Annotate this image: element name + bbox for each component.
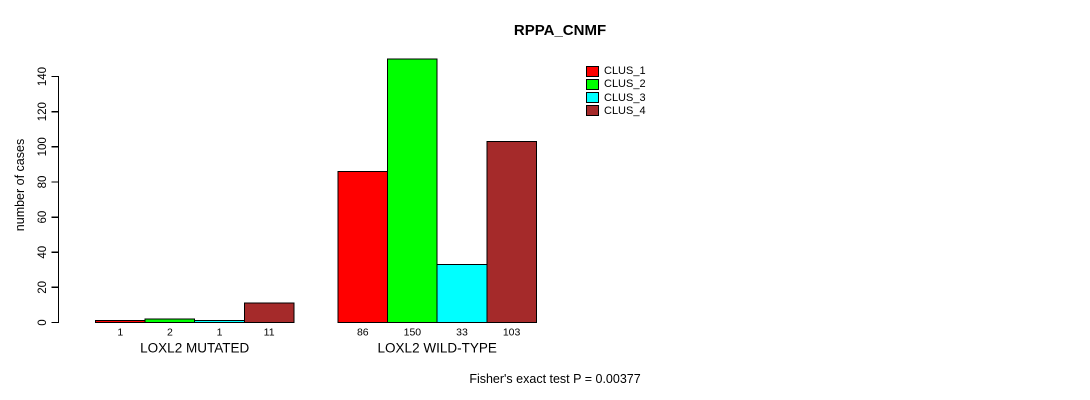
bar-clus_1-group2	[337, 170, 389, 323]
legend-label: CLUS_1	[604, 65, 646, 77]
legend: CLUS_1 CLUS_2 CLUS_3 CLUS_4	[586, 65, 646, 118]
bar-clus_4-group1	[243, 302, 295, 323]
bar-value-label: 150	[404, 327, 422, 339]
bar-clus_2-group1	[144, 318, 196, 323]
y-tick-label: 0	[37, 319, 49, 325]
bar-value-label: 1	[117, 327, 123, 339]
bar-value-label: 1	[217, 327, 223, 339]
bar-value-label: 86	[357, 327, 369, 339]
bar-value-label: 2	[167, 327, 173, 339]
legend-label: CLUS_3	[604, 91, 646, 104]
legend-item-clus_1: CLUS_1	[586, 65, 646, 77]
legend-item-clus_3: CLUS_3	[586, 92, 646, 104]
y-axis-label: number of cases	[13, 138, 27, 232]
y-tick-label: 60	[37, 211, 49, 224]
bar-clus_1-group1	[95, 320, 146, 324]
legend-swatch-clus_3	[586, 92, 599, 104]
y-tick-label: 140	[37, 67, 49, 86]
bar-clus_3-group1	[194, 320, 245, 324]
y-tick-label: 120	[37, 102, 49, 121]
bar-value-label: 33	[456, 327, 468, 339]
chart-title: RPPA_CNMF	[513, 22, 607, 39]
bar-clus_3-group2	[436, 264, 488, 323]
x-group-label: LOXL2 WILD-TYPE	[378, 341, 497, 356]
y-tick-label: 80	[37, 176, 49, 189]
bar-value-label: 11	[264, 327, 275, 339]
legend-item-clus_4: CLUS_4	[586, 105, 646, 117]
bar-value-label: 103	[503, 327, 521, 339]
legend-item-clus_2: CLUS_2	[586, 78, 646, 90]
legend-label: CLUS_2	[604, 78, 646, 91]
bar-clus_4-group2	[486, 141, 537, 323]
legend-swatch-clus_4	[586, 105, 599, 117]
legend-swatch-clus_2	[586, 78, 599, 90]
legend-label: CLUS_4	[604, 104, 646, 117]
legend-swatch-clus_1	[586, 65, 599, 77]
bar-clus_2-group2	[387, 58, 438, 323]
y-tick-label: 100	[37, 137, 49, 156]
y-tick-label: 40	[37, 246, 49, 259]
x-group-label: LOXL2 MUTATED	[140, 341, 249, 356]
y-tick-label: 20	[37, 281, 49, 294]
fisher-test-note: Fisher's exact test P = 0.00377	[469, 372, 641, 386]
